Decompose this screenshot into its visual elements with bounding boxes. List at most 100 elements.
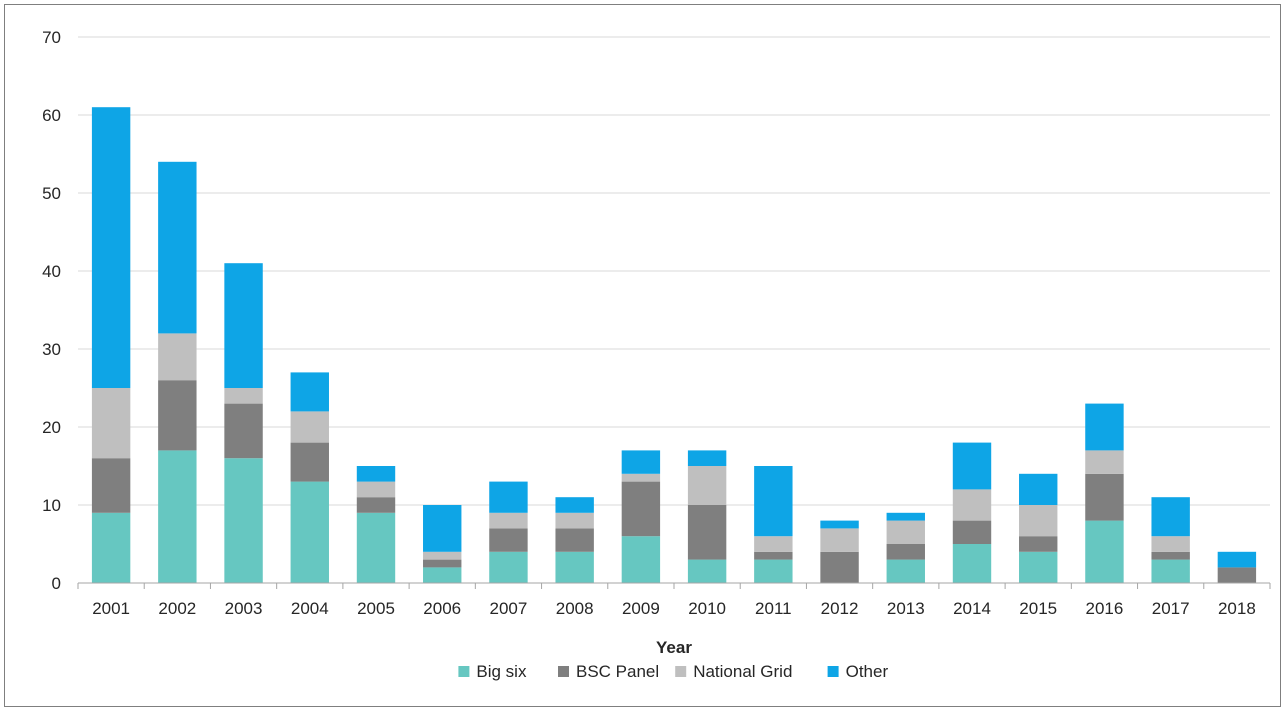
bar-segment bbox=[158, 161, 197, 334]
legend-swatch bbox=[675, 666, 687, 677]
bar-segment bbox=[356, 466, 396, 482]
x-axis-tick-labels: 2001 2002 2003 2004 2005 2006 2007 2008 2009 2010… bbox=[92, 599, 1256, 618]
legend-label: Other bbox=[846, 662, 889, 681]
y-tick-label: 20 bbox=[42, 418, 61, 437]
x-tick-label: 2010 bbox=[688, 599, 726, 618]
bar-segment bbox=[754, 466, 793, 537]
bar-segment bbox=[1085, 450, 1124, 474]
bar-segment bbox=[356, 497, 396, 513]
bar-segment bbox=[356, 512, 396, 583]
bar-segment bbox=[886, 544, 925, 560]
bar-segment bbox=[754, 551, 793, 560]
bar-segment bbox=[290, 481, 329, 583]
bar-segment bbox=[91, 512, 131, 583]
bar-segment bbox=[290, 372, 329, 412]
legend-label: National Grid bbox=[693, 662, 792, 681]
y-tick-label: 60 bbox=[42, 106, 61, 125]
bar-segment bbox=[754, 559, 793, 583]
x-tick-label: 2002 bbox=[158, 599, 196, 618]
legend-item: Other bbox=[827, 662, 889, 681]
x-tick-label: 2003 bbox=[225, 599, 263, 618]
x-tick-label: 2006 bbox=[423, 599, 461, 618]
bar-segment bbox=[1019, 536, 1058, 552]
bar-segment bbox=[555, 497, 594, 513]
y-tick-label: 40 bbox=[42, 262, 61, 281]
x-tick-label: 2009 bbox=[622, 599, 660, 618]
bar-segment bbox=[886, 559, 925, 583]
bar-segment bbox=[423, 505, 462, 552]
x-tick-label: 2005 bbox=[357, 599, 395, 618]
bar-segment bbox=[820, 551, 859, 583]
bar-segment bbox=[886, 520, 925, 544]
x-tick-label: 2016 bbox=[1086, 599, 1124, 618]
bar-segment bbox=[158, 380, 197, 451]
bar-segment bbox=[1019, 473, 1058, 505]
bar-segment bbox=[555, 528, 594, 552]
bar-segment bbox=[820, 520, 859, 529]
x-tick-label: 2015 bbox=[1019, 599, 1057, 618]
bar-segment bbox=[886, 512, 925, 521]
bar-segment bbox=[621, 450, 661, 474]
x-tick-label: 2012 bbox=[821, 599, 859, 618]
bar-segment bbox=[489, 512, 528, 529]
bar-segment bbox=[1217, 567, 1257, 583]
y-tick-label: 0 bbox=[52, 574, 61, 593]
legend-label: BSC Panel bbox=[576, 662, 659, 681]
bar-segment bbox=[423, 567, 462, 583]
bar-segment bbox=[1019, 505, 1058, 537]
bar-segment bbox=[290, 411, 329, 443]
x-tick-label: 2011 bbox=[755, 599, 792, 618]
bar-segment bbox=[158, 450, 197, 583]
gridlines bbox=[78, 36, 1270, 506]
bar-segment bbox=[1085, 520, 1124, 583]
bar-segment bbox=[1217, 551, 1257, 568]
bar-segment bbox=[687, 559, 727, 583]
bar-segment bbox=[621, 473, 661, 482]
bar-segment bbox=[1085, 403, 1124, 451]
bar-segment bbox=[224, 403, 263, 459]
bar-segment bbox=[489, 528, 528, 552]
x-tick-label: 2018 bbox=[1218, 599, 1256, 618]
bar-segment bbox=[423, 559, 462, 568]
x-tick-label: 2014 bbox=[953, 599, 991, 618]
bar-segment bbox=[820, 528, 859, 552]
bar-segment bbox=[687, 450, 727, 466]
bar-segment bbox=[489, 481, 528, 513]
bar-segment bbox=[621, 481, 661, 537]
legend-swatch bbox=[458, 666, 470, 677]
bar-segment bbox=[91, 107, 131, 388]
bar-segment bbox=[952, 489, 992, 521]
bar-segment bbox=[555, 551, 594, 583]
x-tick-label: 2008 bbox=[556, 599, 594, 618]
bar-segment bbox=[687, 505, 727, 560]
bar-segment bbox=[423, 551, 462, 560]
bar-segment bbox=[952, 520, 992, 544]
y-tick-label: 10 bbox=[42, 496, 61, 515]
bar-segment bbox=[754, 536, 793, 552]
x-tick-label: 2004 bbox=[291, 599, 329, 618]
bar-segment bbox=[952, 442, 992, 490]
bar-segment bbox=[952, 544, 992, 583]
x-tick-label: 2013 bbox=[887, 599, 925, 618]
x-axis-ticks bbox=[77, 583, 1271, 589]
bar-segment bbox=[224, 263, 263, 388]
x-axis-title: Year bbox=[656, 638, 692, 657]
x-tick-label: 2017 bbox=[1152, 599, 1190, 618]
y-axis-tick-labels: 0 10 20 30 40 50 60 70 bbox=[42, 28, 61, 593]
bar-segment bbox=[1151, 559, 1190, 583]
legend: Big six BSC Panel National Grid Other bbox=[458, 662, 888, 681]
bar-segment bbox=[621, 536, 661, 583]
bar-segment bbox=[224, 388, 263, 404]
y-tick-label: 70 bbox=[42, 28, 61, 47]
legend-swatch bbox=[558, 666, 569, 677]
bar-segment bbox=[1151, 497, 1190, 537]
bars bbox=[91, 107, 1257, 583]
legend-label: Big six bbox=[476, 662, 527, 681]
x-tick-label: 2007 bbox=[490, 599, 528, 618]
x-tick-label: 2001 bbox=[92, 599, 130, 618]
bar-segment bbox=[356, 481, 396, 498]
bar-segment bbox=[91, 458, 131, 513]
bar-segment bbox=[489, 551, 528, 583]
bar-segment bbox=[1151, 551, 1190, 560]
